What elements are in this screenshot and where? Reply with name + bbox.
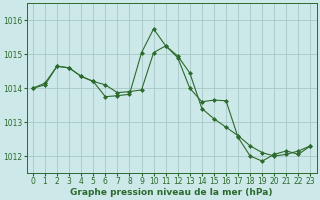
X-axis label: Graphe pression niveau de la mer (hPa): Graphe pression niveau de la mer (hPa) xyxy=(70,188,273,197)
